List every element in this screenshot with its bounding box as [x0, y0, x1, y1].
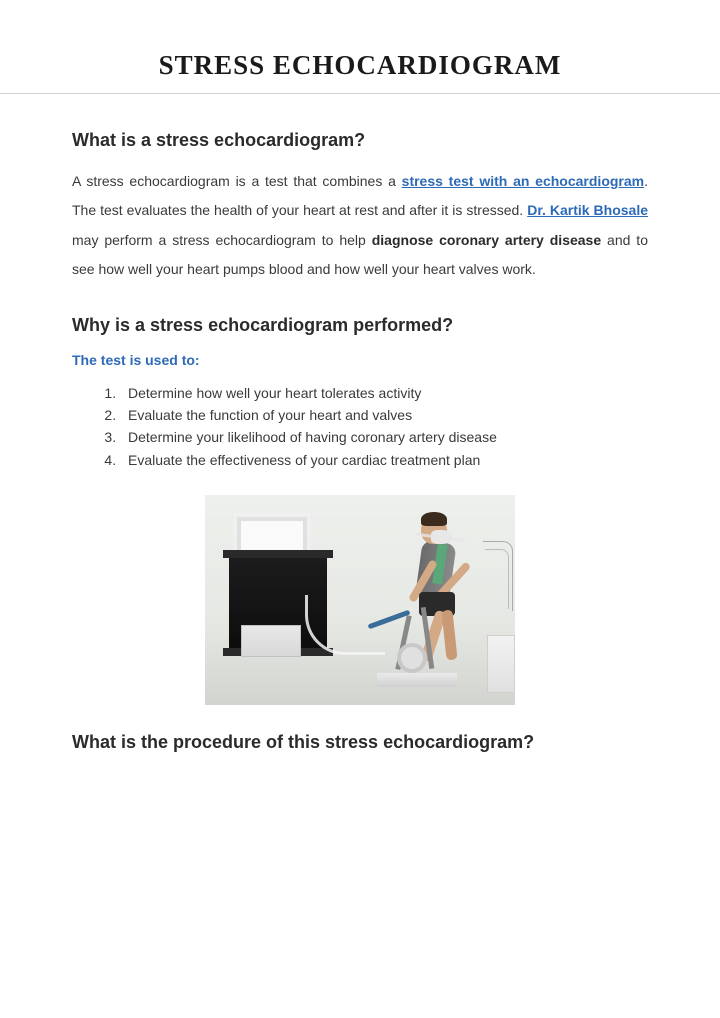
bold-diagnose: diagnose coronary artery disease	[372, 232, 601, 248]
title-divider	[0, 93, 720, 94]
reasons-list: Determine how well your heart tolerates …	[120, 382, 648, 472]
stress-test-image	[205, 495, 515, 705]
list-item: Determine your likelihood of having coro…	[120, 426, 648, 448]
link-stress-test[interactable]: stress test with an echocardiogram	[402, 173, 644, 189]
page-title: STRESS ECHOCARDIOGRAM	[72, 50, 648, 81]
test-used-to-label: The test is used to:	[72, 352, 648, 368]
text-fragment: may perform a stress echocardiogram to h…	[72, 232, 372, 248]
list-item: Evaluate the function of your heart and …	[120, 404, 648, 426]
list-item: Evaluate the effectiveness of your cardi…	[120, 449, 648, 471]
link-doctor-name[interactable]: Dr. Kartik Bhosale	[527, 202, 648, 218]
text-fragment: A stress echocardiogram is a test that c…	[72, 173, 402, 189]
section-heading-what: What is a stress echocardiogram?	[72, 130, 648, 151]
section-heading-procedure: What is the procedure of this stress ech…	[72, 732, 648, 753]
list-item: Determine how well your heart tolerates …	[120, 382, 648, 404]
intro-paragraph: A stress echocardiogram is a test that c…	[72, 167, 648, 285]
section-heading-why: Why is a stress echocardiogram performed…	[72, 315, 648, 336]
